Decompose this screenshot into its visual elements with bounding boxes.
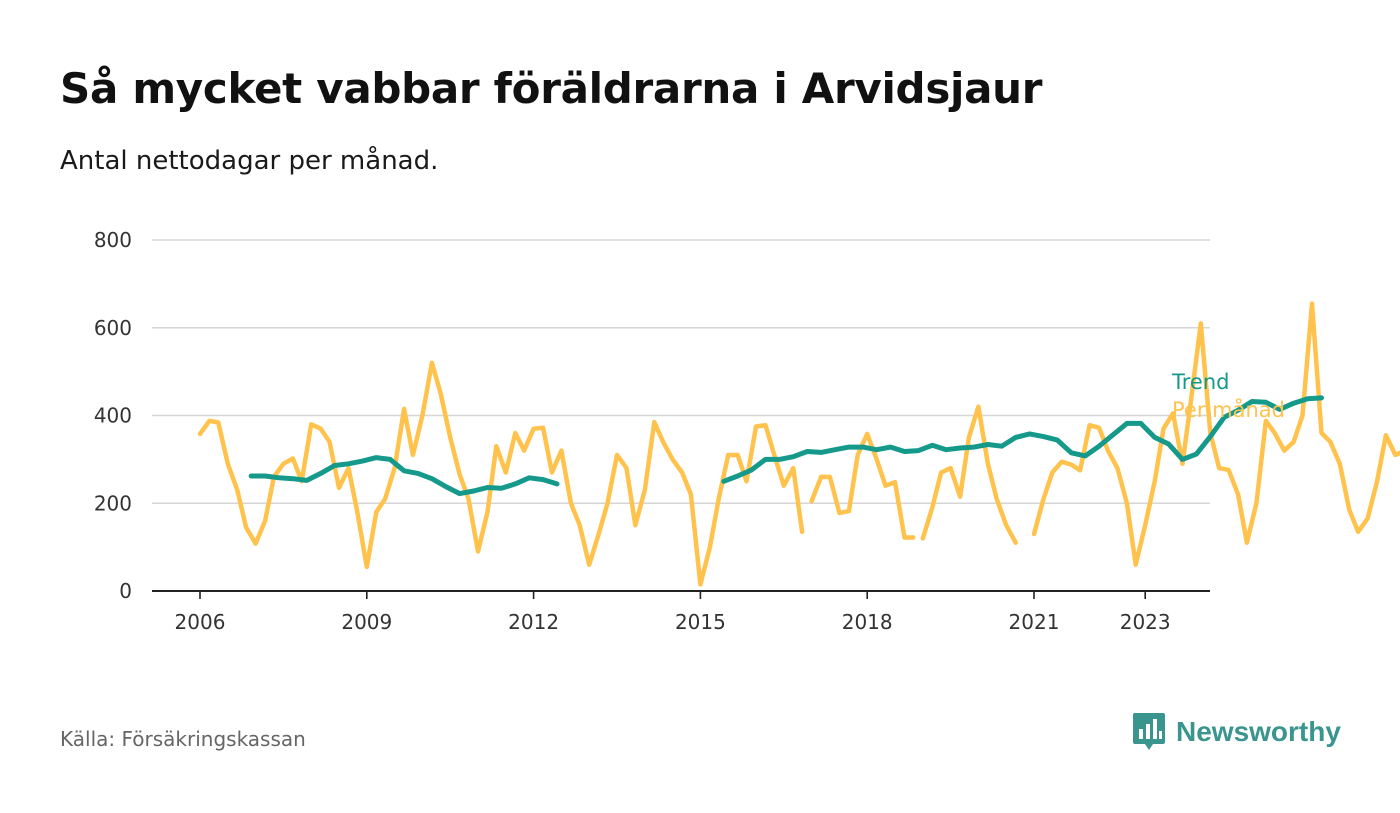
trend-line-segment-1 [248,455,560,497]
source-note: Källa: Försäkringskassan [60,727,306,751]
x-tick-label-2009: 2009 [341,610,392,634]
y-axis-tick-labels: 0 200 400 600 800 [94,228,132,603]
y-tick-label-400: 400 [94,404,132,428]
x-tick-label-2021: 2021 [1009,610,1060,634]
x-tick-label-2015: 2015 [675,610,726,634]
monthly-line-segment-3 [920,404,1018,545]
x-tick-label-2006: 2006 [175,610,226,634]
page-title: Så mycket vabbar föräldrarna i Arvidsjau… [60,64,1043,113]
y-tick-label-0: 0 [119,579,132,603]
bar-chart-logo-icon [1133,713,1165,750]
legend-label-trend: Trend [1171,370,1229,394]
x-tick-label-2023: 2023 [1120,610,1171,634]
monthly-line-segment-1 [197,360,805,587]
trend-line-segment-2 [721,395,1324,484]
series-labels: Trend Per månad [1171,370,1285,422]
monthly-line-segment-4 [1031,301,1400,567]
series-lines [197,301,1400,587]
x-tick-label-2012: 2012 [508,610,559,634]
y-tick-label-800: 800 [94,228,132,252]
brand-name: Newsworthy [1176,716,1341,747]
y-tick-label-200: 200 [94,491,132,515]
monthly-line-segment-2 [809,431,916,540]
y-tick-label-600: 600 [94,316,132,340]
legend-label-monthly: Per månad [1172,397,1285,422]
grid-lines [152,239,1210,592]
x-tick-label-2018: 2018 [842,610,893,634]
page-subtitle: Antal nettodagar per månad. [60,146,439,176]
brand-logo: Newsworthy [1132,710,1341,754]
x-axis-tick-labels: 2006 2009 2012 2015 2018 2021 2023 [175,591,1171,634]
